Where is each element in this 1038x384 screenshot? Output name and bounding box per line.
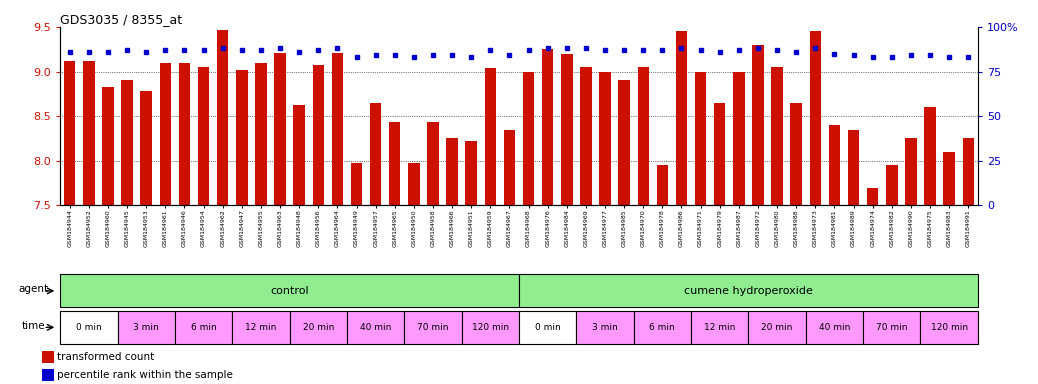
- Bar: [83, 61, 94, 205]
- Bar: [576, 311, 633, 344]
- Bar: [921, 311, 978, 344]
- Text: 0 min: 0 min: [76, 323, 102, 332]
- Bar: [60, 275, 519, 307]
- Bar: [198, 67, 210, 205]
- Bar: [160, 63, 171, 205]
- Text: 120 min: 120 min: [930, 323, 967, 332]
- Bar: [519, 311, 576, 344]
- Text: 6 min: 6 min: [650, 323, 676, 332]
- Bar: [236, 70, 247, 205]
- Bar: [294, 106, 305, 205]
- Bar: [691, 311, 748, 344]
- Bar: [446, 139, 458, 205]
- Bar: [519, 275, 978, 307]
- Bar: [753, 45, 764, 205]
- Bar: [905, 139, 917, 205]
- Text: time: time: [22, 321, 45, 331]
- Bar: [733, 71, 744, 205]
- Bar: [633, 311, 691, 344]
- Bar: [886, 165, 898, 205]
- Bar: [580, 67, 592, 205]
- Bar: [462, 311, 519, 344]
- Text: 0 min: 0 min: [535, 323, 561, 332]
- Bar: [864, 311, 921, 344]
- Bar: [771, 67, 783, 205]
- Bar: [562, 54, 573, 205]
- Bar: [523, 71, 535, 205]
- Bar: [347, 311, 404, 344]
- Bar: [619, 81, 630, 205]
- Bar: [694, 71, 706, 205]
- Bar: [805, 311, 864, 344]
- Bar: [255, 63, 267, 205]
- Text: 20 min: 20 min: [303, 323, 334, 332]
- Bar: [867, 187, 878, 205]
- Bar: [828, 125, 840, 205]
- Text: 40 min: 40 min: [819, 323, 850, 332]
- Bar: [290, 311, 347, 344]
- Bar: [64, 61, 76, 205]
- Bar: [542, 49, 553, 205]
- Bar: [60, 311, 117, 344]
- Text: 120 min: 120 min: [471, 323, 509, 332]
- Bar: [962, 139, 974, 205]
- Bar: [637, 67, 649, 205]
- Bar: [599, 71, 610, 205]
- Bar: [404, 311, 462, 344]
- Text: GDS3035 / 8355_at: GDS3035 / 8355_at: [60, 13, 183, 26]
- Bar: [179, 63, 190, 205]
- Bar: [42, 369, 54, 381]
- Bar: [944, 152, 955, 205]
- Bar: [332, 53, 344, 205]
- Bar: [217, 30, 228, 205]
- Text: 3 min: 3 min: [592, 323, 618, 332]
- Text: 70 min: 70 min: [876, 323, 907, 332]
- Text: 3 min: 3 min: [133, 323, 159, 332]
- Bar: [810, 31, 821, 205]
- Text: control: control: [270, 286, 309, 296]
- Bar: [103, 87, 114, 205]
- Bar: [676, 31, 687, 205]
- Bar: [465, 141, 476, 205]
- Text: 12 min: 12 min: [704, 323, 735, 332]
- Bar: [924, 107, 935, 205]
- Bar: [174, 311, 233, 344]
- Bar: [312, 65, 324, 205]
- Bar: [428, 122, 439, 205]
- Bar: [485, 68, 496, 205]
- Bar: [351, 164, 362, 205]
- Bar: [370, 103, 381, 205]
- Bar: [42, 351, 54, 363]
- Text: 12 min: 12 min: [245, 323, 276, 332]
- Bar: [408, 164, 419, 205]
- Bar: [657, 165, 668, 205]
- Text: agent: agent: [18, 284, 48, 294]
- Bar: [848, 129, 859, 205]
- Bar: [233, 311, 290, 344]
- Bar: [503, 129, 515, 205]
- Bar: [748, 311, 805, 344]
- Text: 70 min: 70 min: [417, 323, 448, 332]
- Text: transformed count: transformed count: [57, 352, 155, 362]
- Bar: [714, 103, 726, 205]
- Text: 6 min: 6 min: [191, 323, 217, 332]
- Text: cumene hydroperoxide: cumene hydroperoxide: [684, 286, 813, 296]
- Bar: [274, 53, 285, 205]
- Bar: [140, 91, 152, 205]
- Text: 20 min: 20 min: [762, 323, 793, 332]
- Bar: [389, 122, 401, 205]
- Text: 40 min: 40 min: [360, 323, 391, 332]
- Text: percentile rank within the sample: percentile rank within the sample: [57, 370, 233, 380]
- Bar: [791, 103, 802, 205]
- Bar: [117, 311, 174, 344]
- Bar: [121, 81, 133, 205]
